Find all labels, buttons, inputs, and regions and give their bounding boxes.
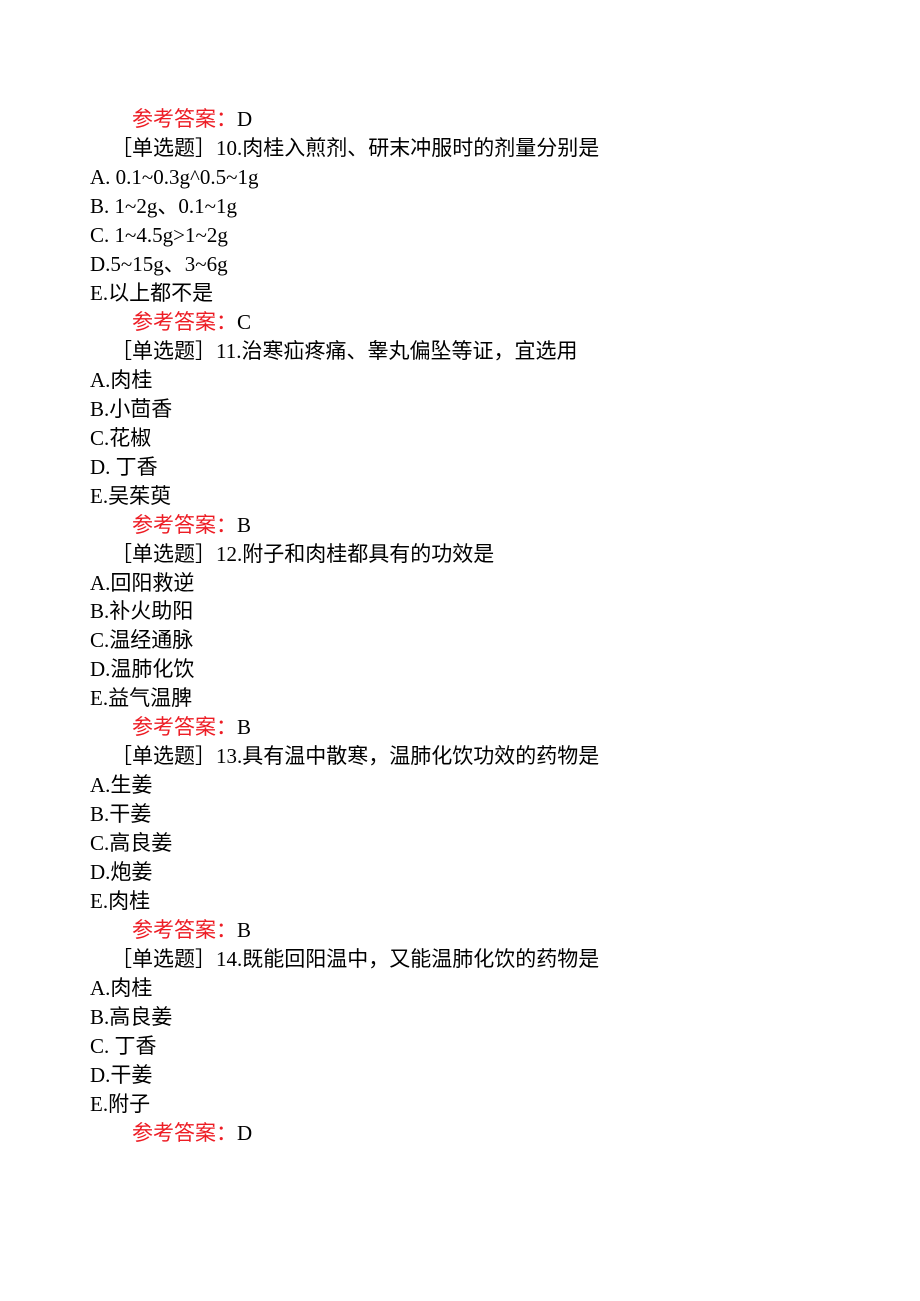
option: B.补火助阳 — [90, 597, 830, 626]
option: D.温肺化饮 — [90, 655, 830, 684]
option: A.回阳救逆 — [90, 569, 830, 598]
option: C.花椒 — [90, 424, 830, 453]
answer-value: B — [237, 918, 251, 942]
option: C. 1~4.5g>1~2g — [90, 221, 830, 250]
answer-value: D — [237, 1121, 252, 1145]
prev-answer-line: 参考答案：D — [90, 105, 830, 134]
answer-line: 参考答案：B — [90, 511, 830, 540]
option: D.5~15g、3~6g — [90, 250, 830, 279]
answer-line: 参考答案：C — [90, 308, 830, 337]
option: E.吴茱萸 — [90, 482, 830, 511]
option: B. 1~2g、0.1~1g — [90, 192, 830, 221]
option: E.以上都不是 — [90, 279, 830, 308]
answer-value: B — [237, 715, 251, 739]
question-text: ［单选题］11.治寒疝疼痛、睾丸偏坠等证，宜选用 — [90, 337, 830, 366]
option: C.高良姜 — [90, 829, 830, 858]
option: A.肉桂 — [90, 366, 830, 395]
answer-label: 参考答案： — [132, 107, 237, 131]
option: D.干姜 — [90, 1061, 830, 1090]
answer-line: 参考答案：B — [90, 916, 830, 945]
option: D. 丁香 — [90, 453, 830, 482]
option: E.肉桂 — [90, 887, 830, 916]
answer-line: 参考答案：D — [90, 1119, 830, 1148]
question-text: ［单选题］13.具有温中散寒，温肺化饮功效的药物是 — [90, 742, 830, 771]
option: E.附子 — [90, 1090, 830, 1119]
option: D.炮姜 — [90, 858, 830, 887]
option: B.高良姜 — [90, 1003, 830, 1032]
option: A.肉桂 — [90, 974, 830, 1003]
answer-label: 参考答案： — [132, 310, 237, 334]
option: C.温经通脉 — [90, 626, 830, 655]
option: B.干姜 — [90, 800, 830, 829]
answer-line: 参考答案：B — [90, 713, 830, 742]
question-text: ［单选题］10.肉桂入煎剂、研末冲服时的剂量分别是 — [90, 134, 830, 163]
option: B.小茴香 — [90, 395, 830, 424]
answer-label: 参考答案： — [132, 918, 237, 942]
question-text: ［单选题］14.既能回阳温中，又能温肺化饮的药物是 — [90, 945, 830, 974]
answer-label: 参考答案： — [132, 513, 237, 537]
option: C. 丁香 — [90, 1032, 830, 1061]
question-text: ［单选题］12.附子和肉桂都具有的功效是 — [90, 540, 830, 569]
answer-label: 参考答案： — [132, 1121, 237, 1145]
answer-value: B — [237, 513, 251, 537]
answer-label: 参考答案： — [132, 715, 237, 739]
option: E.益气温脾 — [90, 684, 830, 713]
answer-value: D — [237, 107, 252, 131]
option: A.生姜 — [90, 771, 830, 800]
answer-value: C — [237, 310, 251, 334]
option: A. 0.1~0.3g^0.5~1g — [90, 163, 830, 192]
